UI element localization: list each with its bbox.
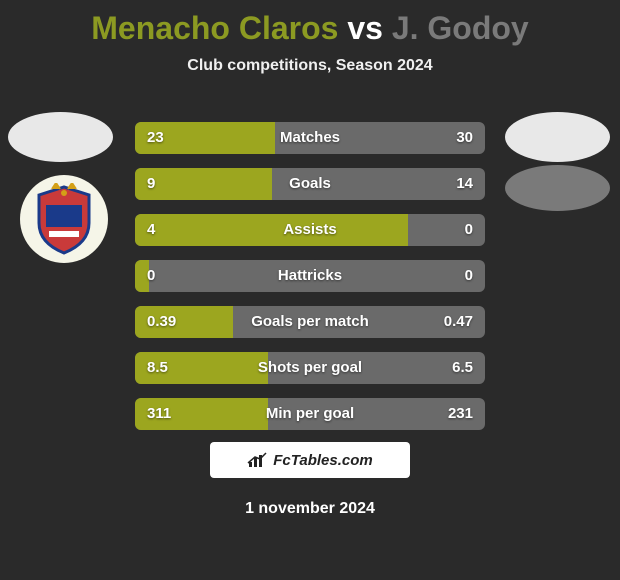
shield-icon [34,183,94,255]
stat-row: 2330Matches [135,122,485,154]
player1-photo [8,112,113,162]
stat-label: Goals per match [135,306,485,338]
stat-label: Assists [135,214,485,246]
stat-label: Min per goal [135,398,485,430]
stat-label: Shots per goal [135,352,485,384]
stat-row: 8.56.5Shots per goal [135,352,485,384]
stat-label: Matches [135,122,485,154]
subtitle: Club competitions, Season 2024 [0,57,620,75]
stat-label: Goals [135,168,485,200]
stat-row: 311231Min per goal [135,398,485,430]
comparison-bars: 2330Matches 914Goals 40Assists 00Hattricks 0… [135,122,485,444]
vs-text: vs [347,10,383,46]
player2-club-badge [505,165,610,211]
date-label: 1 november 2024 [0,500,620,518]
player2-photo [505,112,610,162]
stat-row: 914Goals [135,168,485,200]
stat-row: 40Assists [135,214,485,246]
stat-label: Hattricks [135,260,485,292]
stat-row: 00Hattricks [135,260,485,292]
player1-club-badge [20,175,108,263]
chart-icon [247,452,267,468]
stat-row: 0.390.47Goals per match [135,306,485,338]
player1-name: Menacho Claros [91,10,338,46]
player2-name: J. Godoy [392,10,529,46]
branding-text: FcTables.com [273,452,372,469]
page-title: Menacho Claros vs J. Godoy [0,0,620,47]
branding-badge: FcTables.com [210,442,410,478]
